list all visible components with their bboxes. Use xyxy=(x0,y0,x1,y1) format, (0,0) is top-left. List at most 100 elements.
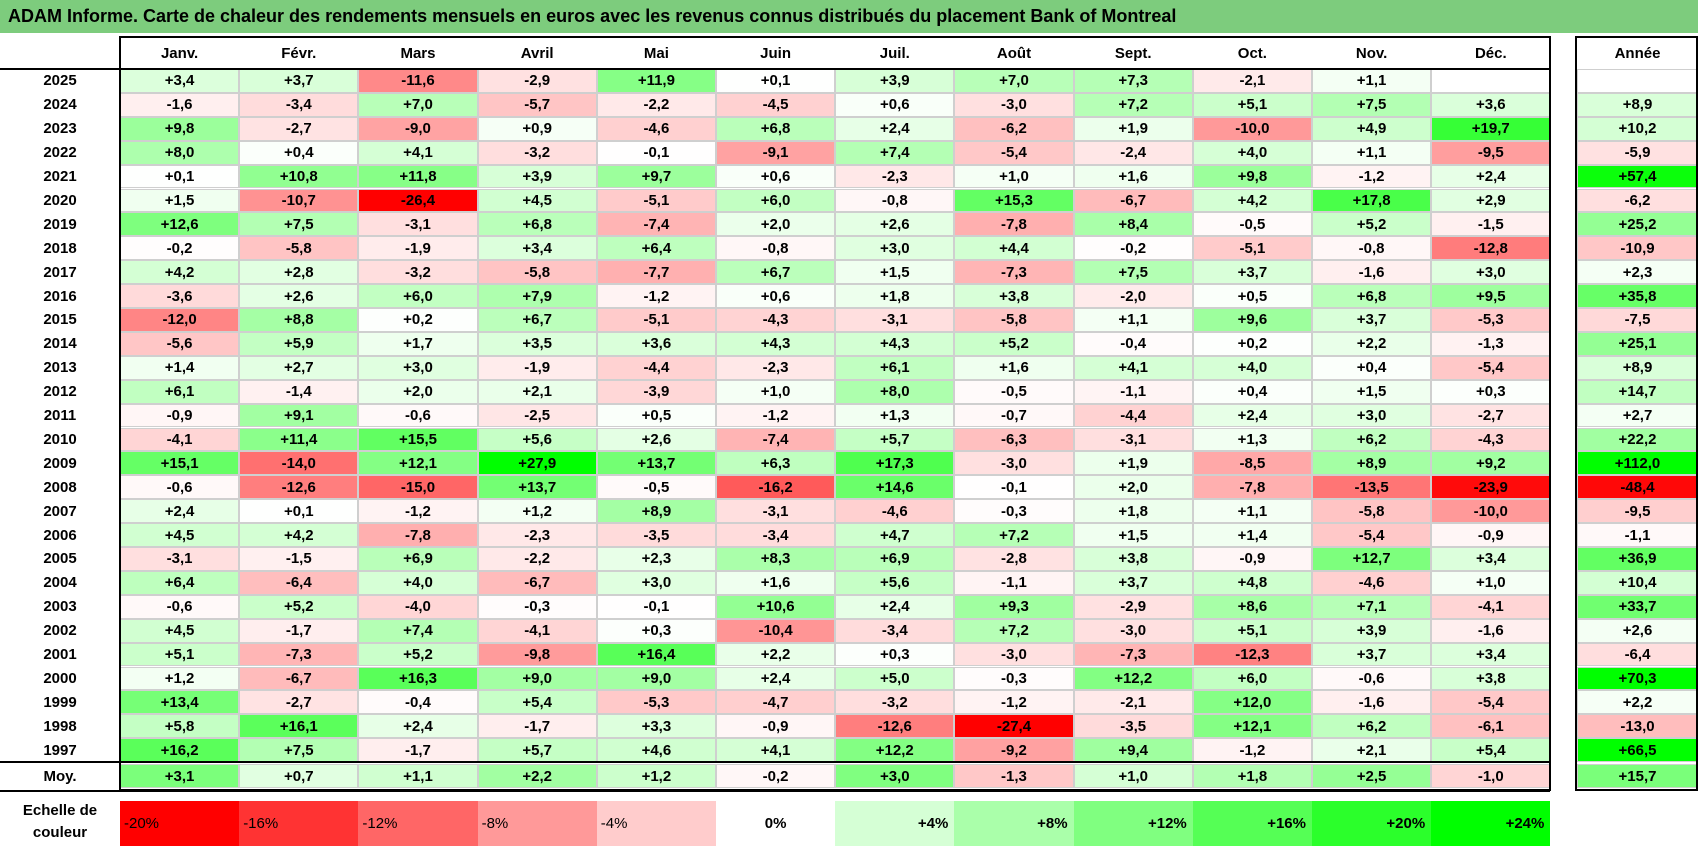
heatmap-cell: -0,9 xyxy=(1431,523,1551,547)
heatmap-cell: +4,7 xyxy=(835,523,955,547)
heatmap-cell: +2,1 xyxy=(1312,738,1432,763)
heatmap-cell: -5,8 xyxy=(477,260,597,285)
heatmap-cell: +12,2 xyxy=(835,738,955,763)
heatmap-cell: +8,0 xyxy=(835,379,955,404)
heatmap-cell: -1,4 xyxy=(239,379,359,404)
heatmap-cell: -0,4 xyxy=(1073,331,1193,356)
heatmap-cell: -3,0 xyxy=(954,642,1074,667)
heatmap-cell: +3,5 xyxy=(477,331,597,356)
heatmap-cell: +8,4 xyxy=(1073,212,1193,237)
heatmap-cell: +1,2 xyxy=(120,666,240,691)
average-separator xyxy=(0,761,1551,763)
heatmap-cell: -0,3 xyxy=(954,499,1074,524)
heatmap-cell: -1,2 xyxy=(954,690,1074,715)
heatmap-cell: -2,3 xyxy=(835,164,955,189)
heatmap-cell: -2,7 xyxy=(1431,403,1551,428)
heatmap-cell: -2,3 xyxy=(477,523,597,547)
heatmap-cell: -3,0 xyxy=(1073,618,1193,643)
heatmap-cell: +4,0 xyxy=(358,570,478,595)
heatmap-cell: -5,8 xyxy=(954,308,1074,332)
year-label: 2016 xyxy=(0,284,120,308)
heatmap-cell: -16,2 xyxy=(716,475,836,500)
heatmap-cell: +3,4 xyxy=(120,69,240,93)
annual-cell: -1,1 xyxy=(1577,523,1698,547)
heatmap-cell: -5,4 xyxy=(1312,523,1432,547)
year-label: 2020 xyxy=(0,188,120,213)
heatmap-cell: -5,3 xyxy=(1431,308,1551,332)
heatmap-cell: +13,7 xyxy=(477,475,597,500)
heatmap-cell: +11,9 xyxy=(596,69,716,93)
heatmap-cell: +2,0 xyxy=(358,379,478,404)
heatmap-cell: +1,8 xyxy=(835,284,955,308)
heatmap-cell: +3,8 xyxy=(954,284,1074,308)
heatmap-cell: +6,0 xyxy=(1192,666,1312,691)
heatmap-cell: -1,2 xyxy=(1192,738,1312,763)
heatmap-cell: +7,0 xyxy=(954,69,1074,93)
heatmap-cell: -7,3 xyxy=(239,642,359,667)
heatmap-cell: +1,8 xyxy=(1073,499,1193,524)
heatmap-cell: -1,2 xyxy=(596,284,716,308)
heatmap-cell: +1,4 xyxy=(1192,523,1312,547)
annual-cell: +33,7 xyxy=(1577,594,1698,619)
month-header: Janv. xyxy=(120,38,240,68)
heatmap-cell: +2,6 xyxy=(239,284,359,308)
heatmap-cell: +8,8 xyxy=(239,308,359,332)
heatmap-cell: +3,9 xyxy=(835,69,955,93)
average-cell: +2,5 xyxy=(1312,764,1432,788)
heatmap-cell: +3,7 xyxy=(1073,570,1193,595)
average-cell: -1,0 xyxy=(1431,764,1551,788)
heatmap-cell: +0,1 xyxy=(120,164,240,189)
heatmap-cell: -3,1 xyxy=(1073,427,1193,452)
annual-cell: +70,3 xyxy=(1577,666,1698,691)
heatmap-cell: -7,7 xyxy=(596,260,716,285)
heatmap-cell: +5,9 xyxy=(239,331,359,356)
heatmap-cell: +8,9 xyxy=(596,499,716,524)
month-header: Juil. xyxy=(835,38,955,68)
heatmap-cell: -1,6 xyxy=(1431,618,1551,643)
heatmap-cell: -5,4 xyxy=(954,140,1074,165)
heatmap-cell: -13,5 xyxy=(1312,475,1432,500)
heatmap-cell: +4,5 xyxy=(120,523,240,547)
annual-cell: +2,6 xyxy=(1577,618,1698,643)
heatmap-cell: -1,7 xyxy=(477,714,597,739)
heatmap-cell: +3,6 xyxy=(1431,92,1551,117)
heatmap-cell: +3,4 xyxy=(1431,642,1551,667)
heatmap-cell: -15,0 xyxy=(358,475,478,500)
heatmap-cell: +3,7 xyxy=(1312,642,1432,667)
heatmap-cell: +4,2 xyxy=(120,260,240,285)
heatmap-cell: +7,5 xyxy=(1073,260,1193,285)
heatmap-cell: -0,2 xyxy=(120,236,240,261)
year-label: 2021 xyxy=(0,164,120,189)
legend-swatch: 0% xyxy=(716,801,836,846)
heatmap-cell: +3,7 xyxy=(1192,260,1312,285)
year-label: 2013 xyxy=(0,355,120,380)
annual-cell: +10,4 xyxy=(1577,570,1698,595)
heatmap-cell: +3,8 xyxy=(1431,666,1551,691)
year-label: 2010 xyxy=(0,427,120,452)
average-cell: +2,2 xyxy=(477,764,597,788)
heatmap-cell: +11,8 xyxy=(358,164,478,189)
legend-swatch: +20% xyxy=(1312,801,1432,846)
year-label: 2018 xyxy=(0,236,120,261)
heatmap-cell: -5,8 xyxy=(1312,499,1432,524)
heatmap-cell: +4,5 xyxy=(120,618,240,643)
annual-cell: -9,5 xyxy=(1577,499,1698,524)
heatmap-cell: +16,3 xyxy=(358,666,478,691)
average-cell: +3,0 xyxy=(835,764,955,788)
heatmap-cell: +6,9 xyxy=(358,547,478,571)
heatmap-cell: +1,2 xyxy=(477,499,597,524)
legend-swatch: -20% xyxy=(120,801,240,846)
heatmap-cell: +2,4 xyxy=(835,594,955,619)
heatmap-cell: -2,7 xyxy=(239,690,359,715)
legend-swatch: +8% xyxy=(954,801,1074,846)
average-bottom-line xyxy=(0,790,1551,792)
year-label: 2003 xyxy=(0,594,120,619)
annual-cell: -6,4 xyxy=(1577,642,1698,667)
heatmap-cell: +5,7 xyxy=(477,738,597,763)
annual-cell: +8,9 xyxy=(1577,92,1698,117)
year-label: 2001 xyxy=(0,642,120,667)
heatmap-cell: +0,4 xyxy=(239,140,359,165)
heatmap-cell: +5,2 xyxy=(358,642,478,667)
heatmap-cell: +3,7 xyxy=(239,69,359,93)
annual-cell: +66,5 xyxy=(1577,738,1698,763)
